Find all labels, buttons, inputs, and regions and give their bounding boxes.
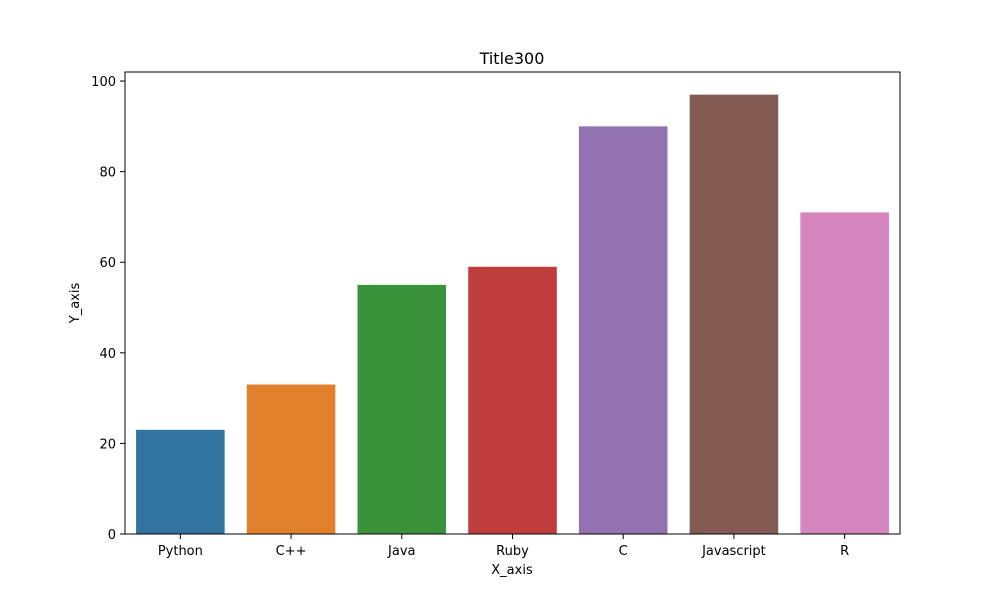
bar-java — [357, 284, 447, 534]
y-tick-label: 80 — [99, 166, 116, 181]
y-tick-label: 20 — [99, 437, 116, 452]
bar-ruby — [468, 266, 557, 534]
x-tick-label: C — [619, 544, 628, 559]
x-tick-label: Java — [387, 544, 415, 559]
chart-title: Title300 — [479, 49, 545, 68]
x-tick-label: R — [840, 544, 849, 559]
plot-frame — [124, 71, 901, 535]
y-tick-label: 40 — [99, 347, 116, 362]
x-axis-ticks: Python C++ Java Ruby C Javascript R — [158, 534, 849, 559]
bars-group — [136, 94, 889, 535]
bar-r — [800, 212, 889, 535]
x-tick-label: C++ — [276, 544, 307, 559]
x-tick-label: Python — [158, 544, 203, 559]
y-axis-ticks: 0 20 40 60 80 100 — [91, 75, 125, 543]
y-tick-label: 0 — [108, 528, 116, 543]
bar-javascript — [689, 94, 779, 534]
y-tick-label: 100 — [91, 75, 116, 90]
y-tick-label: 60 — [99, 256, 116, 271]
bar-python — [136, 429, 225, 534]
x-tick-label: Ruby — [496, 544, 529, 559]
bar-c — [578, 126, 668, 535]
x-tick-label: Javascript — [701, 544, 766, 559]
bar-cpp — [246, 384, 336, 534]
x-axis-label: X_axis — [491, 563, 533, 578]
y-axis-label: Y_axis — [68, 283, 83, 325]
